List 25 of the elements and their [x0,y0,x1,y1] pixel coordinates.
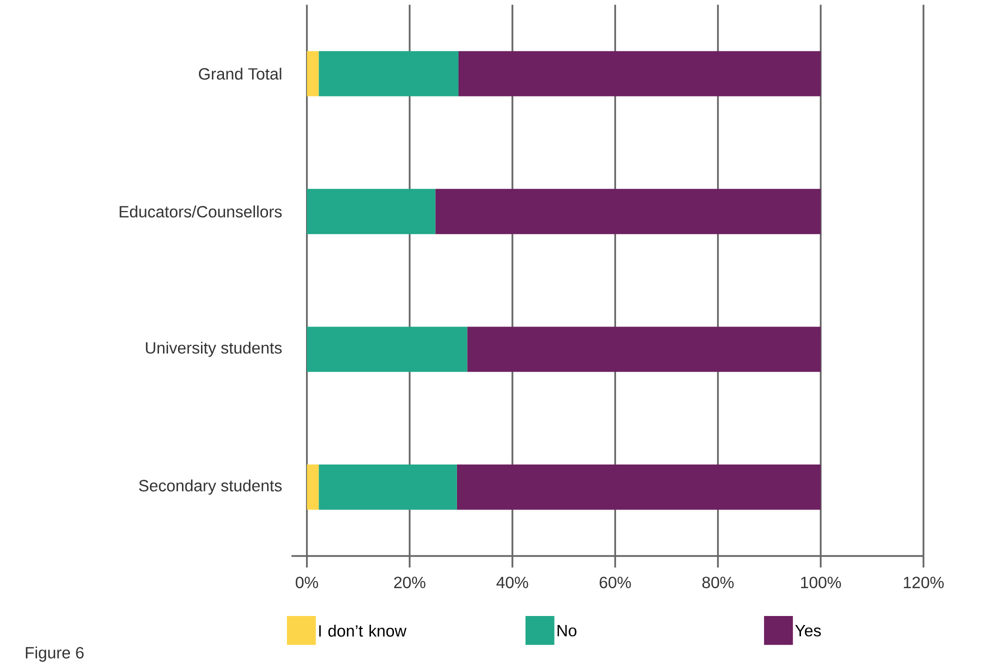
x-tick-label: 20% [394,576,426,588]
legend-label: Yes [795,624,821,636]
y-tick-label: Secondary students [139,479,282,494]
bar [306,464,319,510]
x-tick-label: 60% [600,576,631,588]
x-tick-label: 0% [296,576,318,588]
bar [456,464,821,510]
x-tick-label: 120% [904,576,944,588]
bar [467,326,821,372]
bar [318,464,457,510]
bar [318,50,458,96]
y-tick-label: University students [146,342,282,357]
bar [435,188,821,234]
caption: Figure 6 [26,646,84,662]
legend-label: I don’t know [319,624,406,637]
bar [306,188,436,234]
legend-label: No [558,624,576,636]
bar [306,326,468,372]
bar [306,50,319,96]
y-tick-label: Grand Total [198,68,282,80]
y-tick-label: Educators/Counsellors [120,205,282,218]
x-tick-label: 100% [801,576,841,588]
x-tick-label: 40% [496,576,528,588]
x-tick-label: 80% [702,576,734,588]
bar [458,50,821,96]
